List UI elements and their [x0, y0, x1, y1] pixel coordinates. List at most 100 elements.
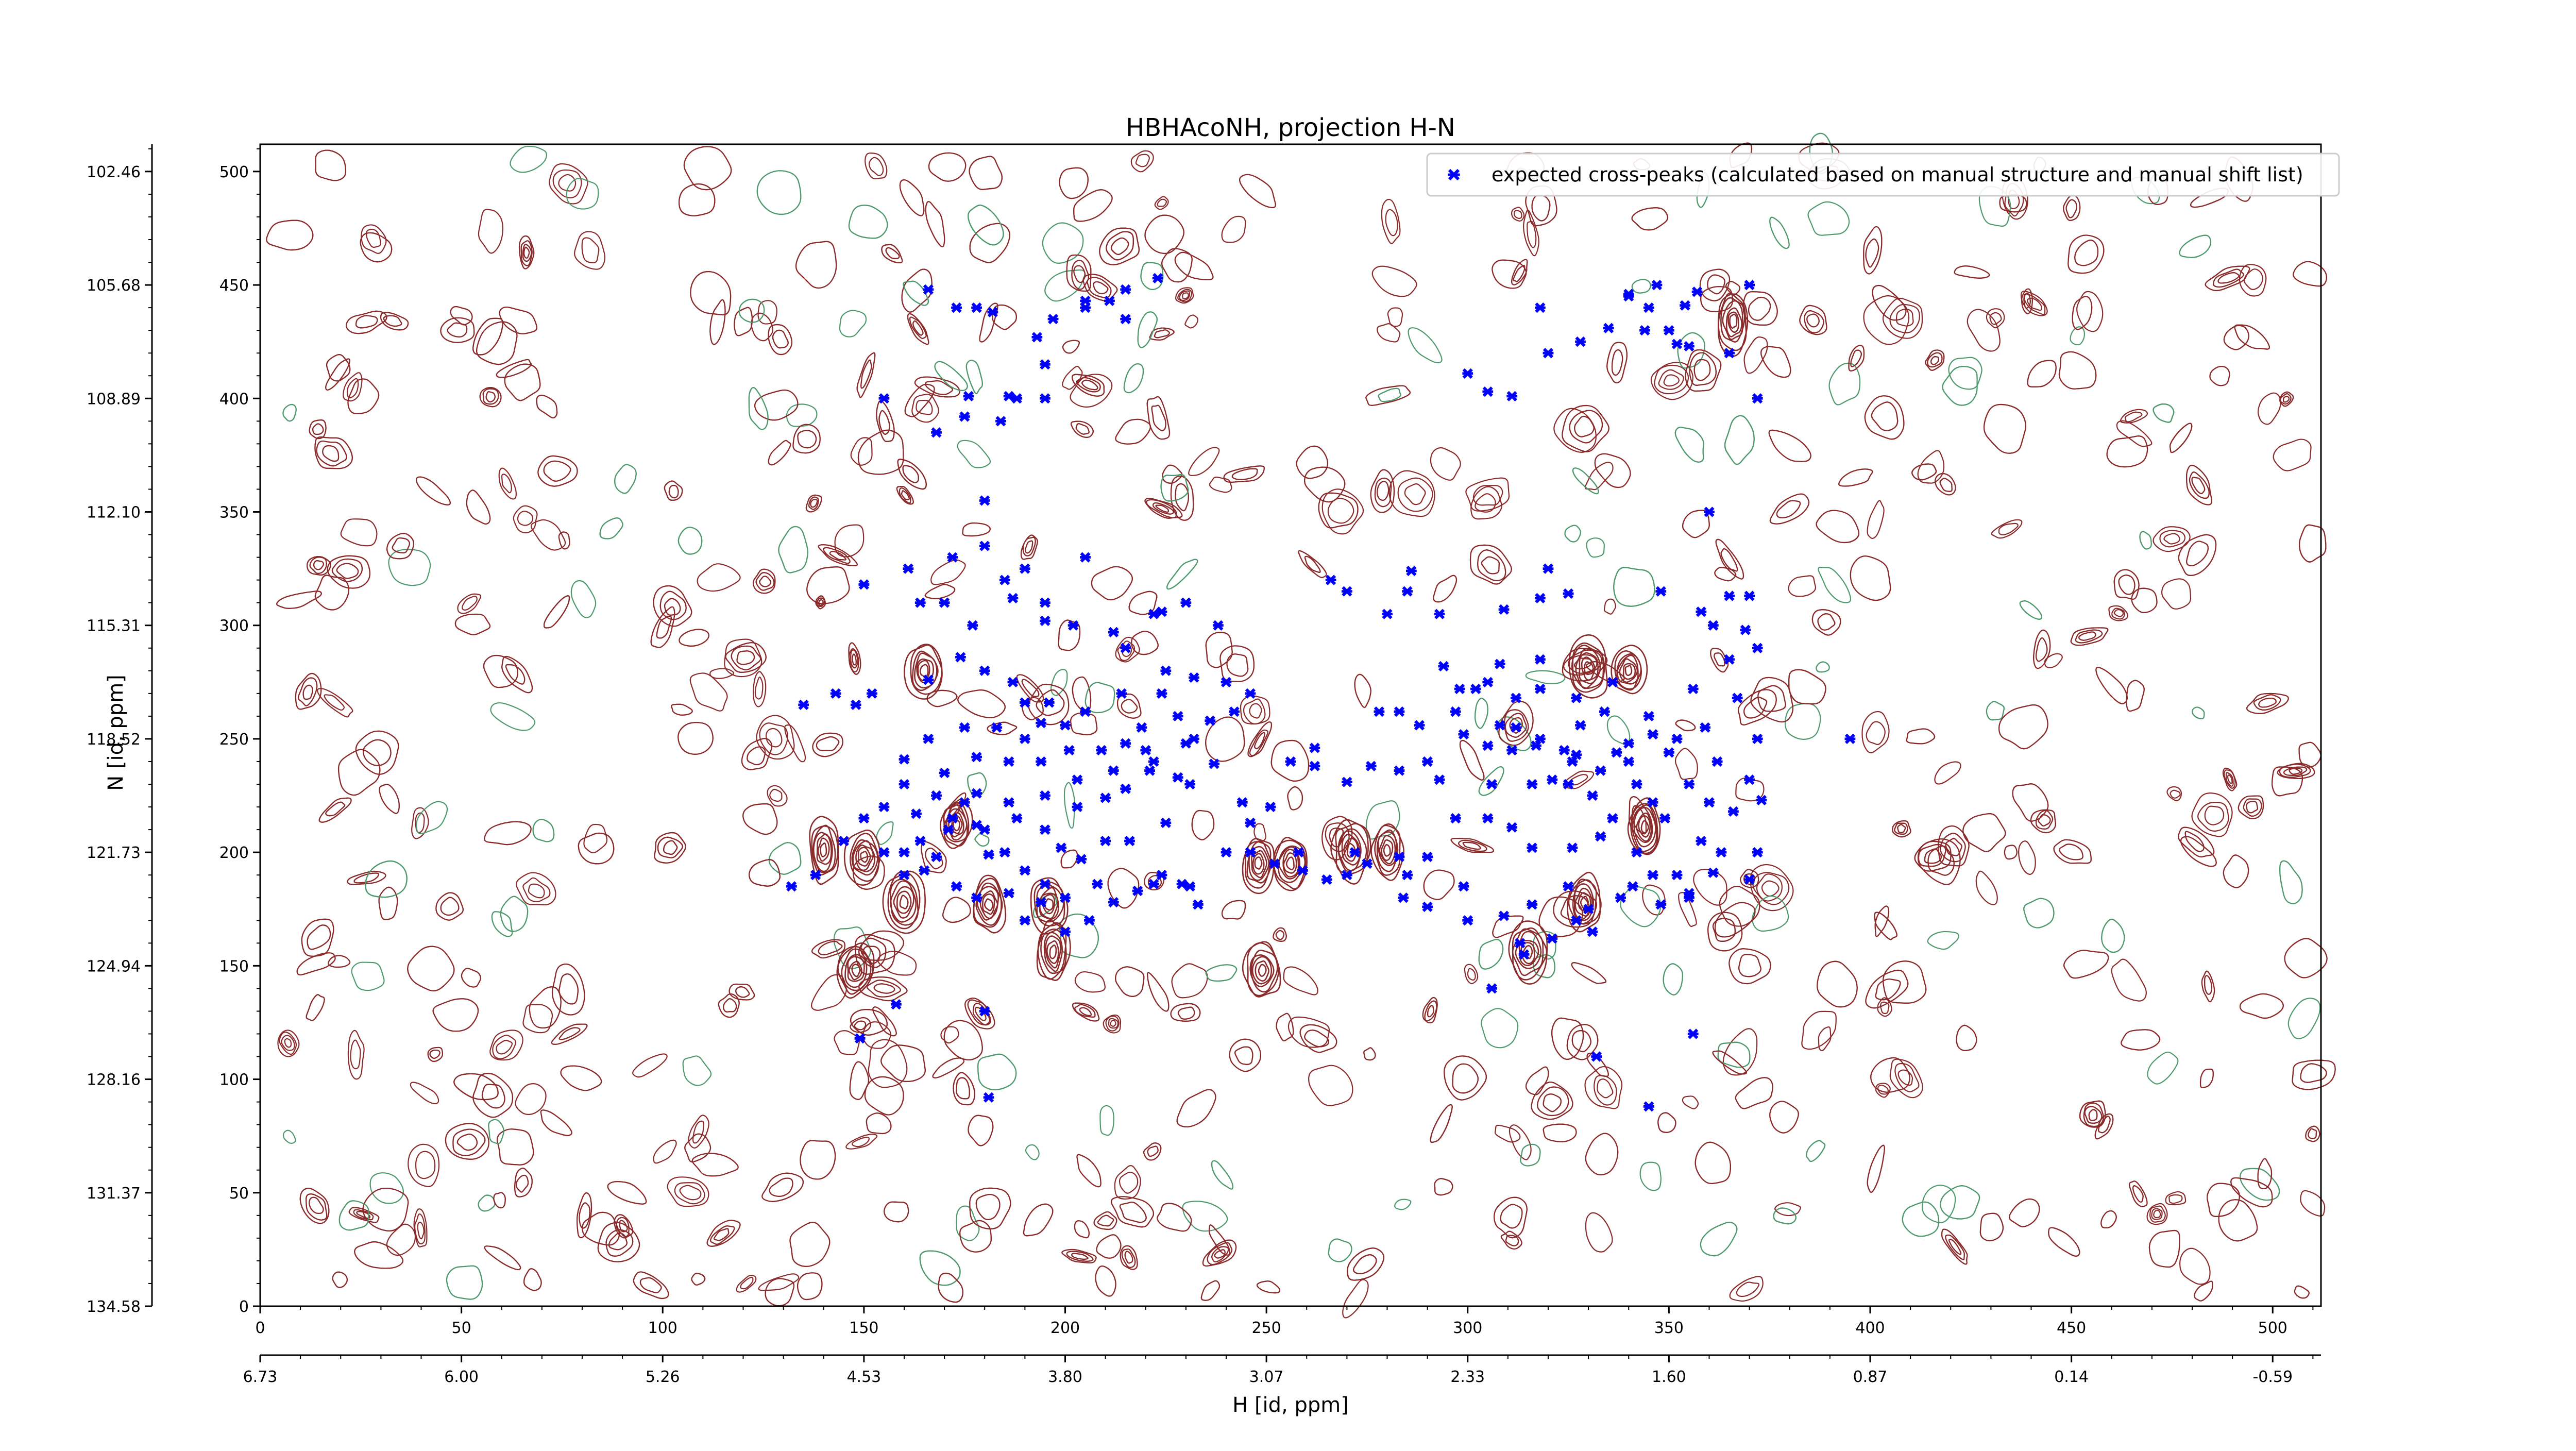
cross-peak-marker [1450, 706, 1461, 717]
cross-peak-marker [1156, 606, 1167, 617]
cross-peak-marker [991, 722, 1003, 733]
cross-peak-marker [1040, 790, 1050, 801]
cross-peak-marker [1269, 858, 1280, 869]
cross-peak-marker [1691, 286, 1703, 297]
cross-peak-marker [1422, 851, 1433, 863]
cross-peak-marker [1152, 273, 1163, 283]
cross-peak-marker [1744, 874, 1755, 885]
cross-peak-marker [1140, 745, 1151, 756]
cross-peak-marker [1527, 779, 1538, 790]
y-tick-label: 50 [229, 1185, 249, 1203]
cross-peak-marker [1072, 801, 1083, 813]
cross-peak-marker [1221, 847, 1232, 858]
cross-peak-marker [1450, 813, 1461, 824]
axes: 0 50 100 150 200 250 300 350 400 450 500 0 50 100 150 2… [87, 143, 2322, 1386]
x-tick-label: 250 [1251, 1319, 1281, 1337]
cross-peak-marker [1011, 393, 1023, 404]
cross-peak-marker [1229, 706, 1240, 717]
cross-peak-marker [1611, 747, 1622, 758]
cross-peak-marker [1003, 888, 1014, 899]
cross-peak-marker [878, 801, 890, 813]
cross-peak-marker [1148, 756, 1159, 767]
cross-peak-marker [1599, 706, 1610, 717]
cross-peak-marker [914, 597, 926, 608]
cross-peak-marker [1707, 867, 1719, 878]
cross-peak-marker [1482, 740, 1494, 751]
cross-peak-marker [1486, 779, 1498, 790]
cross-peak-marker [1684, 779, 1694, 790]
cross-peak-marker [1422, 901, 1433, 912]
cross-peak-marker [1454, 683, 1465, 695]
cross-peak-marker [1092, 879, 1103, 889]
cross-peak-marker [1422, 756, 1433, 767]
cross-peak-marker [1060, 720, 1071, 731]
cross-peak-marker [798, 699, 809, 710]
ppm-y-tick-label: 112.10 [87, 503, 141, 521]
ppm-y-tick-label: 118.52 [87, 731, 141, 749]
cross-peak-marker [947, 552, 958, 563]
cross-peak-marker [1172, 711, 1183, 722]
y-tick-label: 0 [239, 1298, 249, 1316]
cross-peak-marker [1506, 745, 1518, 756]
cross-peak-marker [1245, 847, 1256, 858]
cross-peak-marker [1631, 847, 1642, 858]
cross-peak-marker [999, 575, 1010, 585]
cross-peak-marker [1160, 817, 1172, 829]
cross-peak-marker [1752, 847, 1763, 858]
cross-peak-marker [963, 391, 974, 401]
cross-peak-marker [959, 411, 970, 422]
ppm-x-tick-label: 0.14 [2054, 1368, 2089, 1386]
cross-peak-marker [1671, 339, 1683, 349]
cross-peak-marker [1547, 774, 1558, 785]
cross-peak-marker [1511, 722, 1521, 733]
y-tick-label: 100 [219, 1071, 249, 1089]
cross-peak-marker [1136, 722, 1147, 733]
cross-peak-marker [1080, 706, 1091, 717]
cross-peak-marker [1844, 733, 1856, 745]
cross-peak-marker [995, 416, 1006, 427]
cross-peak-marker [867, 688, 877, 699]
cross-peak-marker [919, 865, 930, 876]
cross-peak-marker [1209, 758, 1219, 769]
cross-peak-marker [1434, 609, 1445, 619]
cross-peak-marker [1374, 706, 1385, 717]
ppm-y-tick-label: 121.73 [87, 844, 141, 862]
ppm-y-tick-label: 128.16 [87, 1071, 141, 1089]
ppm-y-tick-label: 134.58 [87, 1298, 141, 1316]
cross-peak-marker [1518, 949, 1530, 960]
x-tick-label: 150 [849, 1319, 878, 1337]
cross-peak-marker [1003, 756, 1014, 767]
cross-peak-marker [999, 847, 1010, 858]
cross-peak-marker [1108, 627, 1119, 638]
cross-peak-marker [1365, 761, 1377, 771]
cross-peak-marker [979, 495, 990, 506]
cross-peak-marker [1100, 835, 1111, 847]
ppm-x-tick-label: 5.26 [646, 1368, 680, 1386]
cross-peak-marker [1104, 295, 1115, 307]
cross-peak-marker [1655, 586, 1667, 597]
cross-peak-marker [1402, 586, 1413, 597]
cross-peak-marker [1567, 842, 1578, 853]
cross-peak-marker [983, 1092, 994, 1103]
cross-peak-marker [1627, 881, 1638, 892]
cross-peak-marker [1647, 797, 1658, 808]
cross-peak-marker [1607, 677, 1618, 687]
cross-peak-marker [1007, 677, 1019, 687]
cross-peak-marker [911, 808, 922, 819]
cross-peak-marker [1398, 892, 1409, 903]
ppm-x-tick-label: 2.33 [1450, 1368, 1485, 1386]
cross-peak-marker [1659, 813, 1670, 824]
cross-peak-marker [1245, 688, 1256, 699]
cross-peak-marker [1236, 797, 1248, 808]
cross-peak-marker [1221, 677, 1232, 687]
cross-peak-marker [1543, 348, 1554, 359]
ppm-x-tick-label: 1.60 [1652, 1368, 1686, 1386]
ppm-y-tick-label: 108.89 [87, 390, 141, 408]
cross-peak-marker [1192, 899, 1204, 910]
cross-peak-marker [899, 779, 910, 790]
cross-peak-marker [951, 881, 962, 892]
cross-peak-marker [1402, 870, 1413, 881]
x-tick-label: 300 [1453, 1319, 1482, 1337]
ppm-x-tick-label: 6.73 [243, 1368, 278, 1386]
